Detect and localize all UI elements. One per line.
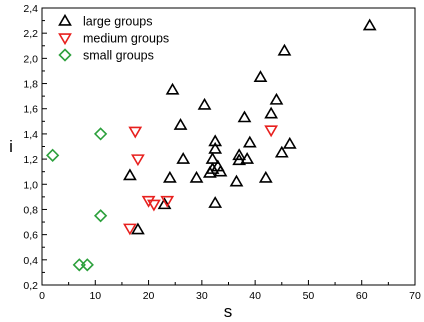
data-point	[162, 170, 177, 183]
data-point	[264, 106, 279, 119]
legend-label: medium groups	[83, 32, 169, 46]
data-point	[240, 151, 255, 164]
x-tick-label: 50	[303, 290, 315, 302]
y-tick-label: 1,4	[23, 129, 38, 141]
tick-labels: 0 10 20 30 40 50 60 70 0,2 0,4 0,6 0,8 1,0 1,2 1,4 1,6 1…	[23, 3, 421, 302]
y-tick-label: 2,0	[23, 53, 38, 65]
data-point	[72, 258, 86, 272]
data-point	[160, 195, 175, 208]
data-point	[274, 145, 289, 158]
data-point	[131, 222, 145, 235]
x-tick-label: 20	[143, 290, 155, 302]
data-point	[128, 126, 143, 139]
data-point	[80, 258, 94, 272]
legend-marker	[58, 48, 72, 62]
x-tick-label: 70	[409, 290, 421, 302]
series-triangle-up	[123, 18, 377, 235]
legend-label: large groups	[83, 15, 153, 29]
y-tick-label: 1,2	[23, 154, 38, 166]
data-point	[93, 209, 108, 223]
data-point	[176, 151, 191, 164]
y-tick-label: 2,2	[23, 28, 38, 40]
y-tick-label: 1,6	[23, 104, 38, 116]
data-point	[141, 195, 156, 208]
y-tick-label: 0,6	[23, 230, 38, 242]
series-triangle-down	[123, 125, 279, 236]
axis-ticks	[41, 7, 416, 286]
data-point	[269, 92, 284, 105]
y-tick-label: 0,8	[23, 204, 38, 216]
data-point	[189, 170, 204, 183]
data-point	[208, 134, 223, 147]
x-tick-label: 0	[39, 290, 45, 302]
data-point	[197, 97, 212, 110]
x-tick-label: 10	[89, 290, 101, 302]
legend: large groups medium groups small groups	[58, 13, 169, 63]
data-point	[213, 164, 228, 177]
legend-marker	[58, 33, 72, 46]
data-point	[208, 141, 223, 154]
data-point	[242, 135, 257, 148]
legend-marker	[58, 13, 72, 26]
data-point	[123, 168, 137, 181]
data-point	[93, 127, 108, 141]
y-tick-label: 0,2	[23, 280, 38, 292]
data-point	[258, 170, 273, 183]
y-tick-label: 1,8	[23, 79, 38, 91]
data-point	[205, 151, 220, 164]
data-point	[282, 136, 297, 149]
data-point	[123, 223, 137, 236]
x-tick-label: 30	[196, 290, 208, 302]
data-point	[131, 154, 145, 167]
data-point	[277, 43, 292, 56]
y-axis-title: i	[9, 137, 13, 156]
data-point	[165, 82, 180, 95]
data-point	[264, 125, 279, 138]
y-tick-label: 2,4	[23, 3, 38, 15]
x-tick-label: 40	[249, 290, 261, 302]
data-point	[229, 174, 244, 187]
data-point	[208, 196, 223, 208]
y-tick-label: 1,0	[23, 179, 38, 191]
series-diamond	[46, 127, 108, 272]
data-point	[173, 118, 188, 130]
x-axis-title: s	[224, 302, 233, 321]
data-point	[205, 162, 220, 174]
x-tick-label: 60	[356, 290, 368, 302]
data-point	[147, 199, 161, 212]
data-point	[362, 18, 377, 31]
data-point	[46, 148, 60, 162]
data-point	[157, 197, 172, 210]
legend-label: small groups	[83, 49, 154, 63]
data-point	[253, 70, 268, 83]
data-point	[232, 148, 247, 161]
data-markers	[46, 18, 377, 272]
data-point	[237, 110, 252, 123]
y-tick-label: 0,4	[23, 255, 38, 267]
